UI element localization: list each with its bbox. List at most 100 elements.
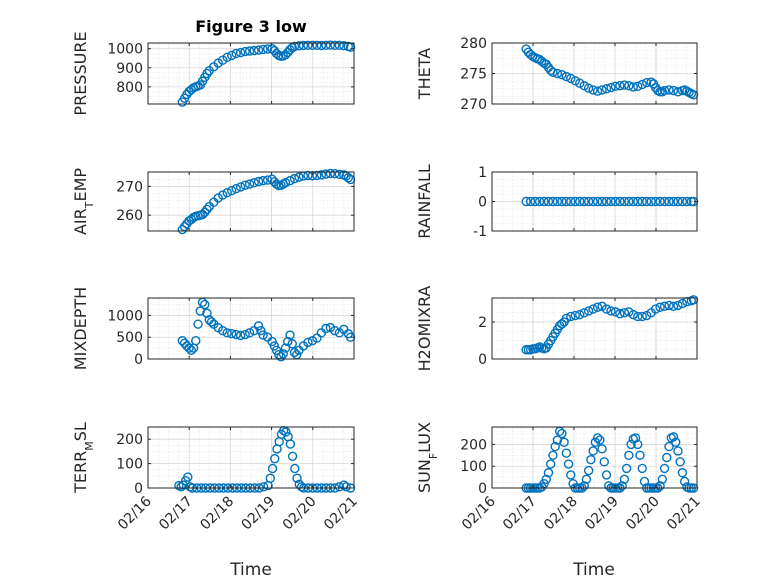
y-tick-label: 200 — [116, 432, 143, 448]
data-point — [606, 82, 616, 93]
data-point — [668, 85, 679, 96]
subplot-mixdepth: 0 500 1000 MIXDEPTH — [71, 287, 356, 370]
data-point — [289, 173, 300, 184]
data-point — [583, 465, 594, 476]
data-point — [579, 481, 589, 491]
y-tick-label: 800 — [116, 80, 143, 96]
data-point — [541, 474, 551, 484]
data-point — [226, 329, 237, 339]
data-point — [550, 441, 560, 452]
data-point — [253, 45, 264, 55]
data-point — [592, 433, 603, 443]
data-point — [619, 196, 630, 207]
data-point — [258, 44, 268, 55]
y-tick-label: 1000 — [107, 42, 143, 58]
data-point — [659, 85, 670, 96]
data-point — [240, 329, 250, 340]
data-point — [673, 87, 683, 97]
data-point — [583, 306, 594, 316]
data-point — [642, 77, 652, 88]
data-point — [610, 307, 621, 317]
data-point — [530, 196, 540, 207]
data-point — [345, 174, 356, 185]
data-point — [675, 457, 685, 467]
data-point — [575, 196, 585, 207]
x-axis-label-left: Time — [229, 560, 272, 580]
data-point — [222, 52, 232, 62]
data-point — [583, 196, 594, 207]
data-point — [298, 40, 309, 51]
data-point — [619, 80, 630, 90]
data-point — [592, 302, 603, 312]
y-tick-label: 275 — [460, 67, 487, 83]
data-point — [218, 325, 228, 336]
data-point — [677, 196, 688, 207]
data-point — [673, 196, 683, 207]
data-point — [664, 300, 674, 311]
data-point — [240, 180, 250, 190]
data-point — [673, 446, 683, 456]
subplot-pressure: 800 900 1000 PRESSURE Figure 3 low — [71, 17, 356, 116]
data-point — [624, 196, 634, 207]
data-point — [559, 437, 569, 447]
data-point — [280, 177, 291, 188]
data-point — [588, 304, 598, 314]
data-point — [285, 439, 296, 449]
data-point — [184, 343, 194, 353]
data-point — [566, 73, 576, 84]
data-point — [183, 472, 193, 482]
subplot-h2omixra: 0 2 H2OMIXRA — [415, 286, 699, 371]
data-point — [341, 482, 351, 492]
data-point — [285, 175, 295, 186]
data-point — [290, 463, 300, 474]
x-axis-label-right: Time — [572, 560, 615, 580]
y-tick-label: 0 — [478, 352, 487, 368]
data-point — [334, 482, 345, 492]
y-tick-label: 0 — [478, 481, 487, 497]
data-point — [525, 196, 536, 207]
data-point — [285, 330, 295, 340]
data-point — [289, 41, 300, 52]
data-point — [292, 473, 302, 483]
data-point — [552, 196, 563, 207]
data-point — [193, 319, 203, 329]
data-point — [287, 339, 297, 349]
data-point — [581, 474, 592, 484]
data-point — [281, 427, 291, 437]
data-point — [637, 311, 647, 322]
data-point — [619, 474, 630, 484]
data-point — [668, 196, 679, 207]
data-point — [657, 474, 668, 484]
data-point — [262, 44, 273, 54]
data-point — [682, 196, 692, 207]
y-tick-label: 900 — [116, 61, 143, 77]
data-point — [287, 451, 298, 461]
data-point — [599, 457, 609, 467]
data-point — [637, 196, 647, 207]
data-point — [671, 437, 681, 447]
data-point — [543, 196, 554, 207]
y-axis-label: MIXDEPTH — [71, 287, 90, 370]
data-point — [177, 224, 188, 235]
data-point — [552, 435, 563, 445]
data-point — [688, 90, 699, 100]
data-point — [267, 463, 278, 474]
data-point — [628, 196, 639, 207]
data-point — [579, 308, 589, 318]
data-point — [539, 196, 549, 207]
data-point — [249, 45, 259, 56]
data-point — [321, 323, 331, 334]
data-point — [557, 319, 567, 329]
data-point — [226, 50, 237, 61]
data-point — [330, 169, 340, 179]
data-point — [619, 308, 630, 318]
data-point — [258, 330, 268, 340]
y-tick-label: 260 — [116, 208, 143, 224]
data-point — [615, 80, 625, 91]
data-point — [688, 295, 699, 305]
data-point — [287, 43, 297, 53]
data-point — [566, 470, 576, 480]
chart-title: Figure 3 low — [195, 17, 307, 36]
